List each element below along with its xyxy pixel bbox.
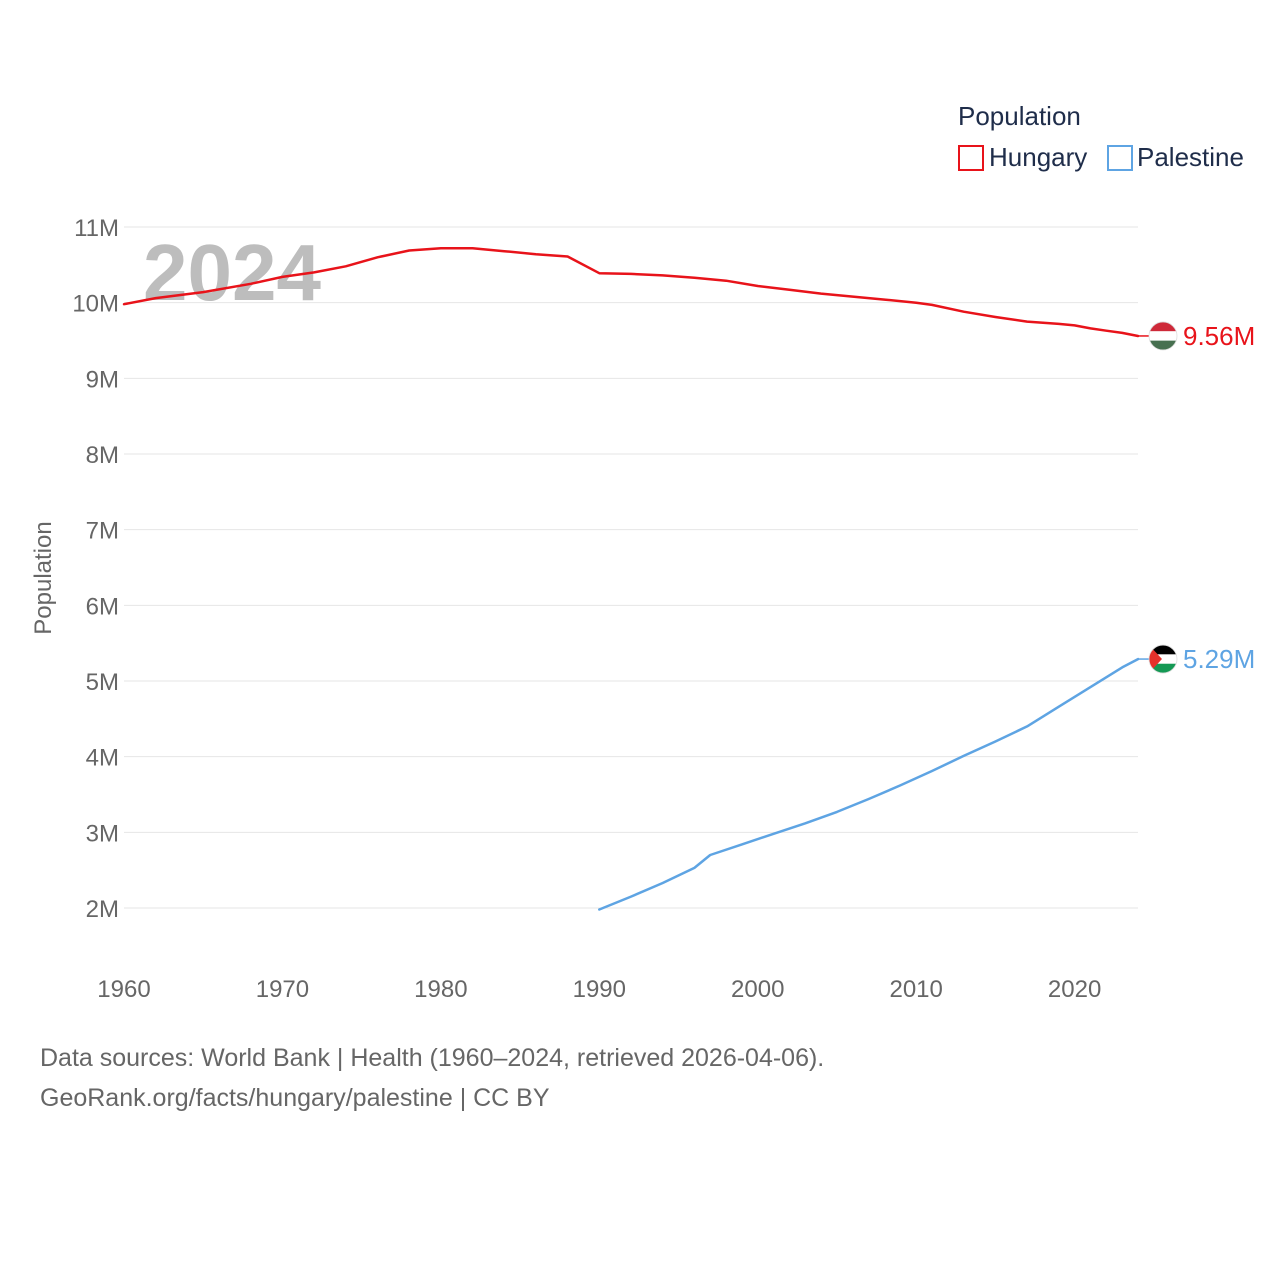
y-axis-title: Population — [30, 521, 57, 634]
y-tick-label: 10M — [72, 291, 119, 318]
x-tick-label: 2000 — [731, 976, 784, 1003]
x-tick-label: 1990 — [573, 976, 626, 1003]
x-tick-label: 1980 — [414, 976, 467, 1003]
hungary-flag-icon — [1149, 321, 1177, 350]
y-tick-label: 6M — [86, 593, 119, 620]
gridlines — [124, 226, 1138, 909]
y-tick-label: 11M — [74, 215, 119, 242]
series-lines — [122, 246, 1140, 911]
x-axis-ticks: 1960 1970 1980 1990 2000 2010 2020 — [97, 976, 1101, 1003]
x-tick-label: 2020 — [1048, 976, 1101, 1003]
legend-label-hungary[interactable]: Hungary — [989, 142, 1087, 172]
end-value-label-hungary: 9.56M — [1183, 321, 1255, 351]
legend-title: Population — [958, 101, 1081, 131]
palestine-flag-icon — [1149, 645, 1177, 674]
year-watermark: 2024 — [143, 228, 321, 317]
series-line-palestine[interactable] — [598, 657, 1140, 911]
end-value-label-palestine: 5.29M — [1183, 644, 1255, 674]
y-tick-label: 7M — [86, 518, 119, 545]
y-tick-label: 4M — [86, 745, 119, 772]
legend: Population Hungary Palestine — [958, 101, 1244, 172]
x-tick-label: 1970 — [256, 976, 309, 1003]
y-tick-label: 8M — [86, 442, 119, 469]
y-axis-ticks: 2M 3M 4M 5M 6M 7M 8M 9M 10M 11M — [72, 215, 119, 923]
x-tick-label: 1960 — [97, 976, 150, 1003]
y-tick-label: 9M — [86, 366, 119, 393]
y-tick-label: 5M — [86, 669, 119, 696]
series-endpoints: 9.56M 5.29M — [1138, 321, 1255, 674]
series-line-hungary[interactable] — [122, 246, 1140, 338]
legend-swatch-palestine[interactable] — [1107, 145, 1133, 171]
x-tick-label: 2010 — [889, 976, 942, 1003]
y-tick-label: 3M — [86, 820, 119, 847]
y-tick-label: 2M — [86, 896, 119, 923]
footer-site-link[interactable]: GeoRank.org/facts/hungary/palestine | CC… — [40, 1084, 550, 1112]
footer-source-text: Data sources: World Bank | Health (1960–… — [40, 1044, 825, 1072]
legend-label-palestine[interactable]: Palestine — [1137, 142, 1244, 172]
legend-swatch-hungary[interactable] — [958, 145, 984, 171]
